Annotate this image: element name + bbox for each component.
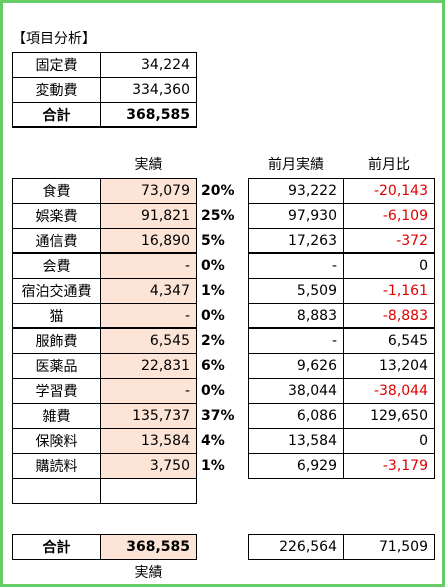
total-difference: 71,509 (343, 534, 435, 560)
previous: 6,086 (248, 403, 344, 429)
difference: -8,883 (343, 303, 435, 329)
share: 0% (201, 258, 225, 274)
share: 4% (201, 433, 225, 449)
share: 1% (201, 283, 225, 299)
difference: 13,204 (343, 353, 435, 379)
actual: 3,750 (100, 453, 197, 479)
item-label: 食費 (12, 178, 101, 204)
difference: -6,109 (343, 203, 435, 229)
item-label: 保険料 (12, 428, 101, 454)
footer-label: 実績 (134, 565, 163, 581)
previous: 97,930 (248, 203, 344, 229)
previous: 6,929 (248, 453, 344, 479)
previous: 13,584 (248, 428, 344, 454)
actual: 22,831 (100, 353, 197, 379)
column-header: 前月実績 (268, 157, 324, 173)
actual: 13,584 (100, 428, 197, 454)
row-value: 34,224 (100, 52, 197, 78)
item-label: 娯楽費 (12, 203, 101, 229)
total-label: 合計 (12, 534, 101, 560)
previous: 17,263 (248, 228, 344, 254)
row-label: 固定費 (12, 52, 101, 78)
difference: -38,044 (343, 378, 435, 404)
item-label: 通信費 (12, 228, 101, 254)
actual: - (100, 253, 197, 279)
row-value: 368,585 (100, 102, 197, 128)
total-value: 368,585 (100, 534, 197, 560)
previous: 93,222 (248, 178, 344, 204)
item-label: 医薬品 (12, 353, 101, 379)
actual: 91,821 (100, 203, 197, 229)
difference: -1,161 (343, 278, 435, 304)
share: 20% (201, 183, 235, 199)
column-header: 実績 (134, 157, 163, 173)
share: 25% (201, 208, 235, 224)
item-label: 学習費 (12, 378, 101, 404)
share: 0% (201, 308, 225, 324)
difference: -372 (343, 228, 435, 254)
actual: 16,890 (100, 228, 197, 254)
previous: 9,626 (248, 353, 344, 379)
previous: 38,044 (248, 378, 344, 404)
row-label: 変動費 (12, 77, 101, 103)
row-value: 334,360 (100, 77, 197, 103)
previous: 8,883 (248, 303, 344, 329)
difference: 0 (343, 428, 435, 454)
actual: 6,545 (100, 328, 197, 354)
share: 0% (201, 383, 225, 399)
item-label: 宿泊交通費 (12, 278, 101, 304)
previous: - (248, 328, 344, 354)
rule (12, 252, 197, 254)
column-header: 前月比 (368, 157, 410, 173)
difference: 6,545 (343, 328, 435, 354)
difference: 0 (343, 253, 435, 279)
total-previous: 226,564 (248, 534, 344, 560)
actual: 73,079 (100, 178, 197, 204)
previous: 5,509 (248, 278, 344, 304)
item-label: 猫 (12, 303, 101, 329)
rule (12, 327, 197, 329)
actual: - (100, 303, 197, 329)
title: 【項目分析】 (12, 31, 96, 47)
item-label: 雑費 (12, 403, 101, 429)
empty-cell (100, 478, 197, 504)
difference: -20,143 (343, 178, 435, 204)
difference: -3,179 (343, 453, 435, 479)
actual: 135,737 (100, 403, 197, 429)
empty-cell (12, 478, 101, 504)
actual: 4,347 (100, 278, 197, 304)
share: 6% (201, 358, 225, 374)
rule (248, 252, 435, 254)
item-label: 服飾費 (12, 328, 101, 354)
previous: - (248, 253, 344, 279)
actual: - (100, 378, 197, 404)
share: 2% (201, 333, 225, 349)
share: 5% (201, 233, 225, 249)
row-label: 合計 (12, 102, 101, 128)
rule (248, 327, 435, 329)
share: 37% (201, 408, 235, 424)
share: 1% (201, 458, 225, 474)
rule (12, 126, 197, 128)
item-label: 会費 (12, 253, 101, 279)
item-label: 購読料 (12, 453, 101, 479)
difference: 129,650 (343, 403, 435, 429)
